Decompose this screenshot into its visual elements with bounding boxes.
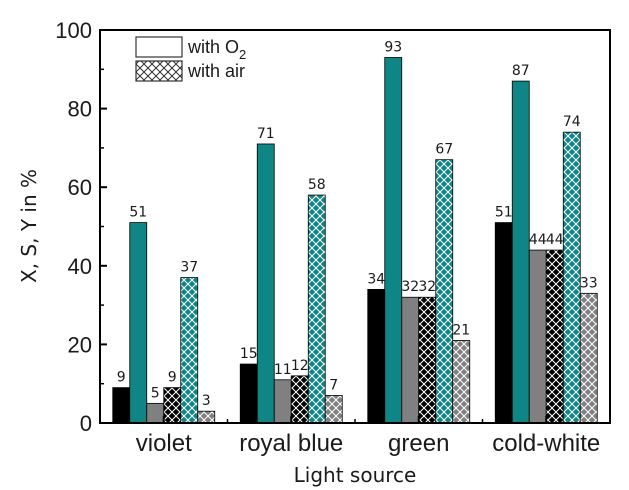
data-label: 51 — [129, 205, 147, 221]
bar-royal-blue-0 — [239, 363, 258, 424]
bar-violet-2 — [146, 402, 165, 424]
data-label: 34 — [367, 271, 385, 287]
y-axis: 0 20 40 60 80 100 — [55, 18, 107, 436]
x-tick-label: violet — [136, 430, 192, 457]
data-label: 3 — [202, 393, 211, 409]
x-tick-label: green — [388, 430, 449, 457]
x-tick-label: cold-white — [492, 430, 600, 457]
bar-green-5 — [452, 340, 471, 424]
y-tick-label: 60 — [68, 175, 92, 200]
bar-violet-4 — [180, 277, 199, 424]
data-label: 51 — [495, 205, 513, 221]
bar-royal-blue-1 — [256, 143, 275, 424]
bar-green-3 — [418, 296, 437, 424]
data-label: 32 — [401, 279, 419, 295]
data-label: 74 — [563, 114, 581, 130]
data-label: 58 — [308, 177, 326, 193]
bar-cold-white-5 — [579, 292, 598, 424]
bar-cold-white-4 — [562, 131, 581, 424]
bar-green-2 — [401, 296, 420, 424]
data-label: 93 — [384, 40, 402, 56]
data-label: 87 — [512, 63, 530, 79]
data-label: 5 — [151, 385, 160, 401]
bar-royal-blue-3 — [290, 375, 309, 424]
bar-violet-3 — [163, 387, 182, 424]
bar-royal-blue-5 — [324, 395, 343, 424]
data-label: 33 — [580, 275, 598, 291]
bar-violet-0 — [112, 387, 131, 424]
bar-cold-white-0 — [494, 222, 513, 424]
y-axis-title: X, S, Y in % — [17, 169, 41, 283]
legend-swatch-solid — [135, 36, 183, 58]
bar-green-0 — [367, 288, 386, 424]
bar-royal-blue-2 — [273, 379, 292, 424]
data-label: 71 — [257, 126, 275, 142]
y-tick-label: 100 — [55, 18, 92, 43]
data-label: 15 — [240, 346, 258, 362]
legend-label-air: with air — [187, 61, 245, 81]
x-tick-label: royal blue — [239, 430, 343, 457]
bar-cold-white-3 — [545, 249, 564, 424]
data-label: 67 — [435, 142, 453, 158]
bar-violet-5 — [197, 410, 216, 424]
legend-label-o2: with O2 — [187, 37, 246, 62]
data-label: 44 — [529, 232, 547, 248]
bar-green-1 — [384, 57, 403, 424]
data-label: 11 — [274, 362, 292, 378]
legend: with O2 with air — [135, 36, 246, 82]
y-tick-label: 20 — [68, 332, 92, 357]
bar-royal-blue-4 — [307, 194, 326, 424]
legend-swatch-crosshatch — [135, 60, 183, 82]
y-tick-label: 0 — [80, 411, 92, 436]
data-label: 37 — [180, 260, 198, 276]
data-label: 21 — [452, 322, 470, 338]
data-label: 7 — [329, 377, 338, 393]
data-label: 12 — [291, 358, 309, 374]
bar-cold-white-1 — [511, 80, 530, 424]
bar-violet-1 — [129, 222, 148, 424]
bar-cold-white-2 — [528, 249, 547, 424]
x-axis-title: Light source — [294, 463, 417, 487]
data-label: 9 — [168, 370, 177, 386]
data-label: 9 — [117, 370, 126, 386]
y-tick-label: 40 — [68, 254, 92, 279]
bars-layer — [112, 57, 598, 424]
y-tick-label: 80 — [68, 97, 92, 122]
data-label: 44 — [546, 232, 564, 248]
x-axis: violet royal blue green cold-white — [136, 416, 600, 457]
data-label: 32 — [418, 279, 436, 295]
bar-green-4 — [435, 159, 454, 424]
